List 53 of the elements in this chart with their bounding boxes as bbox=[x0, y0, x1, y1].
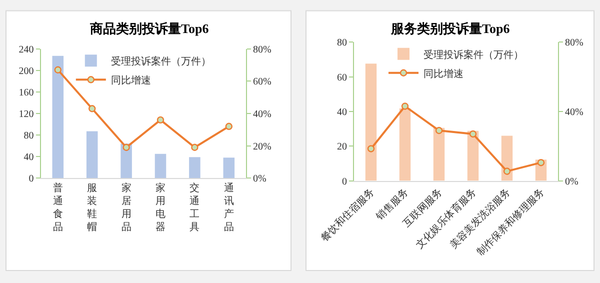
bar bbox=[365, 64, 377, 181]
point bbox=[537, 158, 545, 166]
bar bbox=[86, 131, 98, 178]
x-tick-label: 家居用品 bbox=[121, 182, 132, 234]
legend-label: 同比增速 bbox=[424, 68, 464, 80]
y-tick-label: 40 bbox=[337, 106, 347, 118]
point bbox=[225, 122, 232, 130]
point bbox=[88, 105, 96, 112]
x-tick-label: 餐饮和住宿服务 bbox=[318, 186, 377, 244]
y2-tick-label: 80% bbox=[565, 38, 584, 49]
y-tick-label: 20 bbox=[337, 142, 347, 153]
y-tick-label: 120 bbox=[18, 108, 34, 120]
legend-label: 同比增速 bbox=[110, 74, 151, 87]
point bbox=[435, 126, 443, 134]
bar bbox=[399, 108, 411, 181]
y-tick-label: 160 bbox=[18, 87, 34, 98]
point bbox=[367, 145, 375, 152]
y-tick-label: 80 bbox=[337, 38, 347, 49]
point bbox=[122, 144, 130, 151]
y2-tick-label: 40% bbox=[253, 108, 272, 120]
point bbox=[191, 144, 198, 151]
y-tick-label: 0 bbox=[342, 176, 347, 188]
point bbox=[156, 116, 164, 124]
y-tick-label: 40 bbox=[24, 152, 34, 164]
bar bbox=[189, 157, 200, 178]
y-tick-label: 80 bbox=[24, 130, 34, 142]
x-tick-label: 通讯产品 bbox=[224, 182, 234, 234]
x-tick-label: 交通工具 bbox=[190, 182, 200, 234]
bar bbox=[223, 158, 235, 178]
chart-title: 商品类别投诉量Top6 bbox=[89, 21, 210, 36]
point bbox=[401, 102, 409, 110]
bar bbox=[52, 56, 64, 178]
y-tick-label: 0 bbox=[28, 174, 34, 185]
bar bbox=[154, 154, 166, 178]
y2-tick-label: 20% bbox=[253, 141, 272, 152]
point bbox=[503, 168, 511, 175]
y-tick-label: 240 bbox=[18, 44, 34, 56]
x-tick-label: 家用电器 bbox=[156, 182, 166, 234]
chart-title: 服务类别投诉量Top6 bbox=[390, 21, 510, 36]
legend-label: 受理投诉案件（万件） bbox=[424, 48, 524, 61]
x-tick-label: 服装鞋帽 bbox=[87, 183, 98, 234]
x-tick-label: 普通食品 bbox=[52, 182, 63, 234]
y2-tick-label: 0% bbox=[565, 176, 578, 188]
y2-tick-label: 80% bbox=[253, 44, 272, 56]
y-tick-label: 200 bbox=[18, 66, 34, 77]
y2-tick-label: 0% bbox=[253, 174, 266, 185]
y2-tick-label: 60% bbox=[253, 76, 272, 88]
y2-tick-label: 40% bbox=[565, 106, 584, 118]
legend-label: 受理投诉案件（万件） bbox=[110, 56, 211, 68]
point bbox=[54, 66, 62, 74]
point bbox=[469, 130, 477, 138]
y-tick-label: 60 bbox=[337, 72, 347, 84]
bar bbox=[433, 128, 445, 181]
